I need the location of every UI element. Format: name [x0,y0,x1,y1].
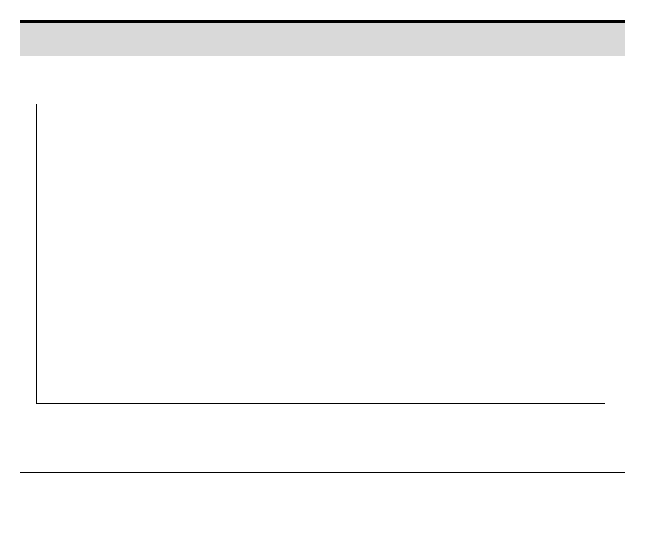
figure-title-bar [20,20,625,56]
figure-container [20,20,625,479]
legend [20,70,625,94]
source-note [20,472,625,479]
chart-area [20,104,625,404]
legend-item-electronics [210,82,625,94]
plot-area [36,104,605,404]
bars-group [37,104,605,403]
legend-swatch-electronics [210,82,234,94]
legend-item-daily-goods [210,70,625,82]
legend-swatch-daily-goods [210,70,234,82]
